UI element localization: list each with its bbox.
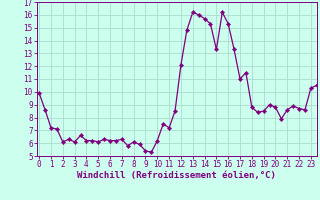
X-axis label: Windchill (Refroidissement éolien,°C): Windchill (Refroidissement éolien,°C) bbox=[77, 171, 276, 180]
